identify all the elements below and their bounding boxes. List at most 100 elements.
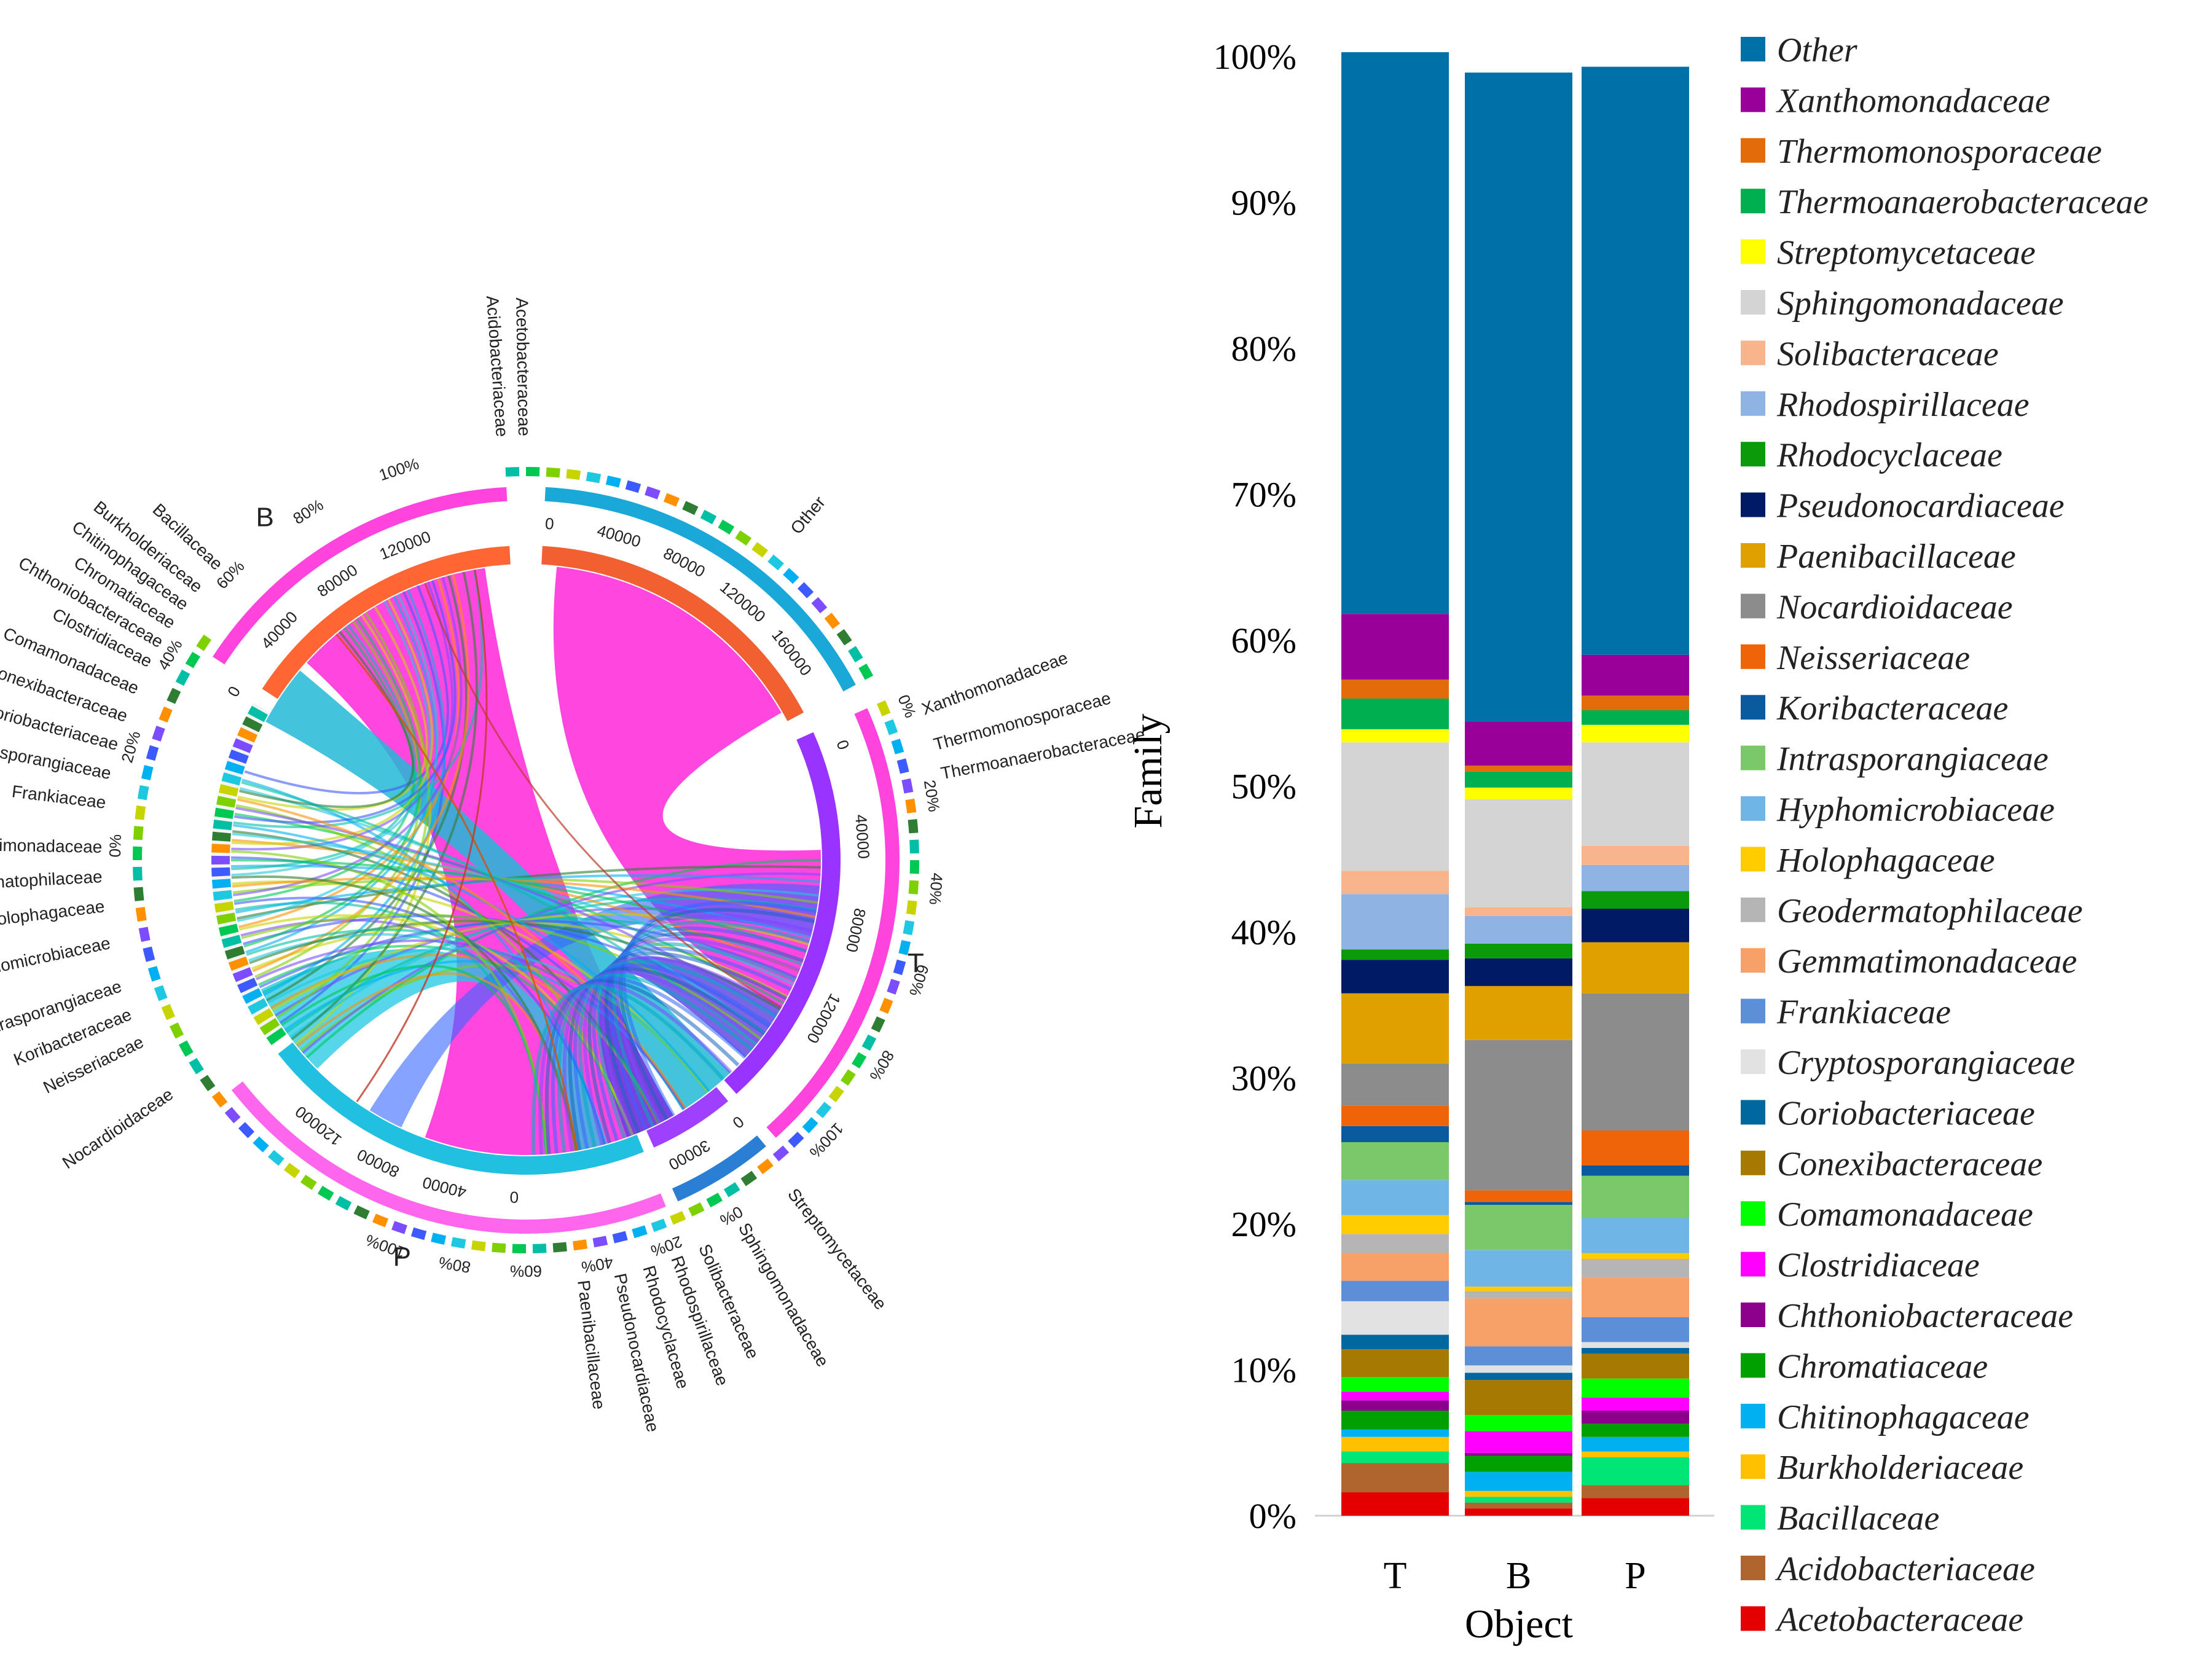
bar-segment: [1582, 1277, 1689, 1317]
x-tick-label: B: [1506, 1555, 1531, 1597]
legend-item: Rhodocyclaceae: [1741, 436, 2002, 474]
chord-stack-segment: [143, 946, 155, 962]
chord-family-segment: [248, 998, 269, 1015]
legend-label: Frankiaceae: [1776, 993, 1951, 1032]
chord-stack-segment: [133, 866, 143, 881]
bar-segment: [1582, 1411, 1689, 1424]
legend-item: Streptomycetaceae: [1741, 234, 2036, 272]
bar-segment: [1465, 1471, 1572, 1491]
bar-segment: [1465, 1502, 1572, 1509]
chord-stack-segment: [901, 778, 914, 794]
bar-segment: [1465, 907, 1572, 916]
chord-outer-segment: [766, 708, 900, 1138]
bar-segment: [1465, 1497, 1572, 1503]
bar-segment: [1341, 960, 1449, 993]
chord-stack-segment: [268, 1150, 284, 1166]
chord-family-segment: [248, 705, 269, 723]
chord-stack-segment: [905, 798, 917, 813]
legend-label: Nocardioidaceae: [1776, 588, 2013, 626]
chord-inner-segment: [262, 546, 511, 699]
chord-family-segment: [212, 879, 231, 889]
bar-segment: [1582, 1347, 1689, 1354]
chord-link: [356, 570, 488, 1103]
bar-segment: [1582, 942, 1689, 993]
chord-stack-segment: [896, 758, 909, 774]
bar-segment: [1341, 1349, 1449, 1377]
chord-stack-segment: [612, 1231, 628, 1244]
bar-segment: [1582, 1342, 1689, 1348]
bar-segment: [1465, 1287, 1572, 1291]
chord-stack-segment: [682, 501, 699, 515]
legend: Other Xanthomonadaceae Thermomonosporaceae…: [1741, 31, 2148, 1639]
bar-segment: [1341, 1180, 1449, 1215]
chord-stack-segment: [903, 920, 915, 936]
axis-tick-label: 40000: [852, 814, 873, 860]
legend-item: Chromatiaceae: [1741, 1347, 1988, 1385]
legend-item: Nocardioidaceae: [1741, 588, 2013, 626]
chord-family-segment: [237, 978, 258, 993]
y-tick-label: 90%: [1231, 183, 1296, 223]
legend-item: Xanthomonadaceae: [1741, 82, 2050, 120]
chord-inner-segment: [541, 546, 804, 721]
y-tick-label: 60%: [1231, 621, 1296, 660]
bar-segment: [1582, 710, 1689, 725]
legend-label: Thermoanaerobacteraceae: [1777, 183, 2148, 221]
chord-stack-segment: [372, 1213, 389, 1228]
chord-link: [259, 920, 797, 989]
bar-b: [1465, 72, 1572, 1516]
bar-segment: [1341, 1063, 1449, 1106]
chord-stack-segment: [605, 475, 621, 488]
legend-swatch: [1741, 1353, 1765, 1378]
bar-segment: [1465, 1291, 1572, 1299]
legend-label: Coriobacteriaceae: [1777, 1094, 2035, 1132]
bar-segment: [1582, 1424, 1689, 1437]
chord-stack-segment: [893, 959, 906, 976]
bar-segment: [1582, 1130, 1689, 1166]
legend-item: Rhodospirillaceae: [1741, 386, 2030, 424]
bar-segment: [1465, 1346, 1572, 1366]
legend-swatch: [1741, 1556, 1765, 1580]
chord-stack-segment: [138, 927, 151, 942]
chord-stack-segment: [632, 1225, 648, 1239]
bar-segment: [1341, 871, 1449, 895]
chord-stack-segment: [700, 509, 717, 525]
chord-stack-segment: [391, 1221, 407, 1234]
chord-family-segment: [259, 1017, 280, 1035]
chord-inner-segment: [646, 1087, 729, 1148]
chord-family-segment: [237, 727, 258, 743]
chord-stack-segment: [178, 1040, 194, 1057]
legend-label: Pseudonocardiaceae: [1776, 487, 2065, 525]
legend-label: Chthoniobacteraceae: [1777, 1297, 2073, 1335]
chord-stack-segment: [137, 785, 149, 801]
bar-segment: [1582, 845, 1689, 865]
chord-family-segment: [211, 867, 230, 877]
legend-swatch: [1741, 1403, 1765, 1428]
axis-tick-label: 0: [544, 514, 555, 533]
legend-swatch: [1741, 1505, 1765, 1530]
legend-swatch: [1741, 897, 1765, 922]
chord-stack-segment: [898, 939, 911, 955]
bar-segment: [1341, 1253, 1449, 1281]
bar-segment: [1465, 915, 1572, 944]
legend-label: Streptomycetaceae: [1777, 234, 2036, 272]
bar-segment: [1582, 742, 1689, 846]
bar-segment: [1465, 985, 1572, 1040]
legend-item: Coriobacteriaceae: [1741, 1094, 2035, 1132]
chord-stack-segment: [797, 582, 814, 598]
chord-stack-segment: [852, 1052, 867, 1069]
bar-t: [1341, 52, 1449, 1516]
chord-link: [302, 872, 821, 1054]
legend-swatch: [1741, 1100, 1765, 1125]
chord-stack-segment: [196, 634, 212, 651]
legend-item: Paenibacillaceae: [1741, 538, 2016, 576]
chord-stack-segment: [471, 1240, 486, 1252]
bar-segment: [1341, 1451, 1449, 1463]
chord-stack-segment: [238, 1122, 255, 1138]
legend-item: Other: [1741, 31, 1857, 69]
bar-segment: [1465, 1415, 1572, 1432]
y-tick-label: 70%: [1231, 475, 1296, 515]
bar-segment: [1341, 1301, 1449, 1335]
bar-segment: [1582, 891, 1689, 909]
bar-segment: [1582, 1354, 1689, 1379]
